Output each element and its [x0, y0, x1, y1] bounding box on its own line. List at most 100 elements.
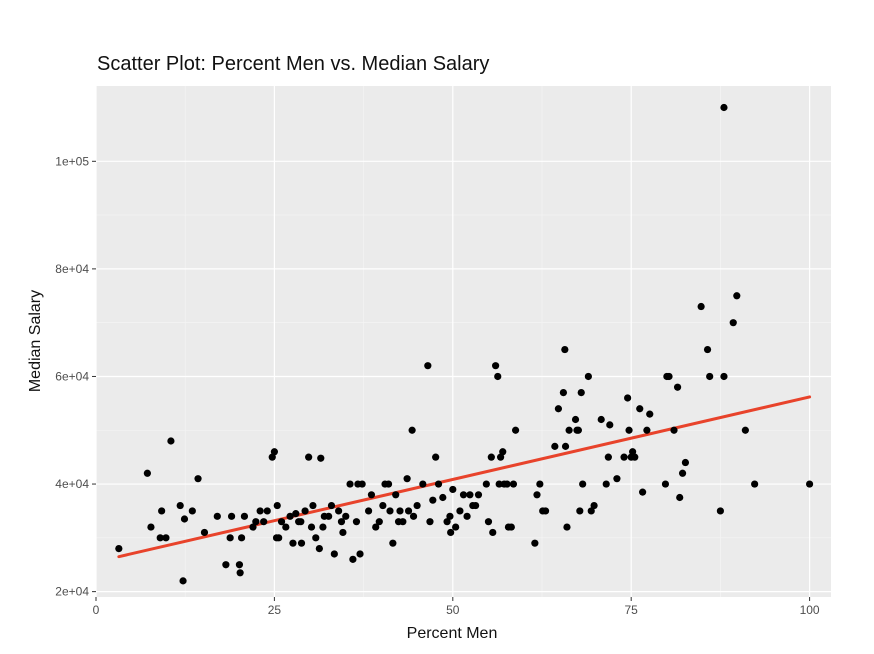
data-point	[317, 454, 325, 462]
data-point	[507, 523, 515, 531]
data-point	[561, 345, 569, 354]
data-point	[720, 372, 728, 381]
data-point	[236, 569, 244, 577]
x-tick-label: 0	[93, 603, 100, 617]
data-point	[235, 561, 244, 569]
data-point	[404, 507, 413, 515]
data-point	[579, 480, 587, 488]
data-point	[554, 405, 563, 413]
data-point	[541, 507, 550, 515]
data-point	[495, 480, 503, 488]
data-point	[670, 426, 678, 434]
data-point	[494, 372, 502, 381]
y-tick-label: 8e+04	[55, 262, 89, 276]
data-point	[639, 488, 647, 496]
data-point	[751, 480, 759, 488]
data-point	[606, 421, 614, 429]
data-point	[352, 518, 361, 526]
data-point	[325, 512, 333, 520]
data-point	[399, 518, 407, 526]
data-point	[446, 512, 454, 520]
data-point	[426, 518, 434, 526]
data-point	[697, 302, 705, 311]
data-point	[509, 480, 518, 488]
data-point	[424, 362, 432, 370]
data-point	[301, 507, 309, 515]
data-point	[577, 389, 585, 397]
data-point	[571, 415, 580, 424]
y-axis-title: Median Salary	[27, 290, 44, 392]
data-point	[597, 415, 605, 424]
data-point	[729, 319, 737, 327]
data-point	[503, 480, 511, 488]
data-point	[625, 426, 633, 434]
data-point	[590, 501, 598, 510]
data-point	[452, 523, 460, 531]
y-axis-ticks: 2e+04 4e+04 6e+04 8e+04 1e+05	[55, 154, 96, 599]
data-point	[339, 528, 347, 537]
data-point	[147, 523, 155, 531]
data-point	[346, 480, 354, 488]
data-point	[396, 507, 404, 515]
data-point	[559, 389, 568, 397]
data-point	[297, 539, 306, 547]
data-point	[375, 518, 383, 526]
data-point	[499, 448, 507, 456]
x-tick-label: 75	[625, 603, 639, 617]
data-point	[587, 507, 595, 515]
data-point	[176, 501, 184, 510]
data-point	[576, 507, 584, 515]
data-point	[531, 539, 539, 547]
data-point	[277, 518, 286, 526]
data-point	[282, 523, 290, 531]
data-point	[533, 491, 541, 499]
data-point	[292, 510, 300, 518]
data-point	[565, 426, 573, 434]
data-point	[342, 512, 350, 520]
data-point	[275, 534, 283, 542]
data-point	[620, 453, 628, 461]
data-point	[536, 480, 544, 488]
y-tick-label: 6e+04	[55, 369, 89, 383]
data-point	[270, 448, 278, 456]
data-point	[256, 507, 264, 515]
data-point	[474, 491, 483, 499]
data-point	[240, 512, 249, 520]
data-point	[646, 410, 654, 418]
data-point	[408, 426, 416, 434]
data-point	[456, 507, 464, 515]
chart-title: Scatter Plot: Percent Men vs. Median Sal…	[97, 53, 490, 75]
data-point	[676, 493, 684, 502]
data-point	[563, 523, 571, 531]
data-point	[613, 475, 621, 483]
y-tick-label: 2e+04	[55, 585, 89, 599]
x-tick-label: 100	[800, 603, 820, 617]
data-point	[720, 103, 728, 112]
data-point	[434, 480, 443, 488]
data-point	[716, 507, 724, 515]
data-point	[733, 292, 741, 300]
data-point	[213, 512, 221, 520]
data-point	[200, 528, 209, 537]
data-point	[489, 528, 497, 537]
data-point	[319, 523, 327, 531]
data-point	[472, 501, 480, 510]
data-point	[188, 507, 196, 515]
data-point	[429, 496, 437, 504]
data-point	[561, 442, 570, 450]
trend-line	[117, 395, 812, 559]
data-point	[419, 480, 427, 488]
data-point	[643, 426, 651, 434]
data-point	[286, 512, 294, 520]
data-point	[337, 518, 346, 526]
data-point	[180, 515, 189, 523]
data-point	[482, 480, 490, 488]
data-point	[487, 453, 495, 461]
data-point	[678, 469, 687, 477]
x-tick-label: 25	[268, 603, 282, 617]
data-point	[409, 512, 418, 520]
data-point	[463, 512, 471, 520]
data-point	[466, 491, 474, 499]
data-point	[551, 442, 559, 450]
